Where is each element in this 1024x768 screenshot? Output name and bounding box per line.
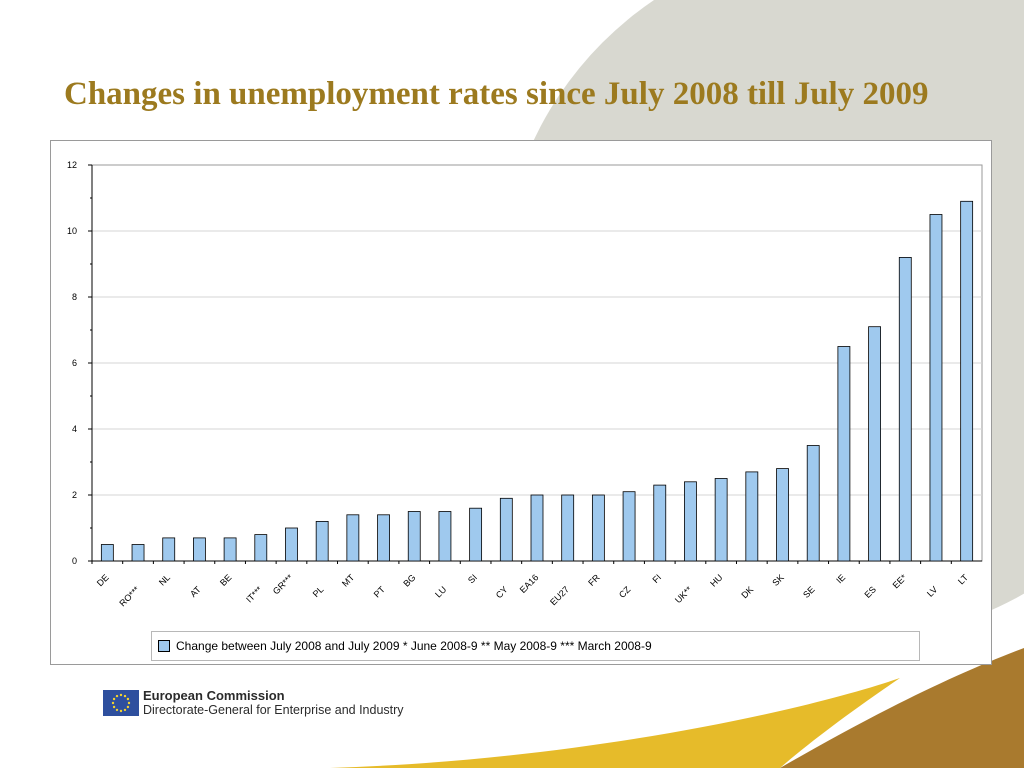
x-tick-label: DK <box>739 584 755 600</box>
y-tick-label: 0 <box>72 556 77 566</box>
bar <box>898 257 912 562</box>
y-tick-label: 12 <box>67 160 77 170</box>
x-tick-label: UK** <box>673 584 694 605</box>
bar <box>837 346 851 562</box>
x-tick-label: GR*** <box>271 572 295 596</box>
y-tick-label: 6 <box>72 358 77 368</box>
x-tick-label: SI <box>466 572 479 585</box>
legend-label: Change between July 2008 and July 2009 *… <box>176 639 652 653</box>
bar <box>960 200 974 562</box>
bar <box>653 484 667 562</box>
bar <box>806 445 820 562</box>
x-tick-label: BE <box>218 572 234 588</box>
x-tick-label: LV <box>925 584 939 598</box>
x-tick-label: SK <box>770 572 786 588</box>
background-brown-wave <box>780 648 1024 768</box>
x-tick-label: LU <box>433 584 448 599</box>
eu-star <box>119 693 123 697</box>
footer-department: Directorate-General for Enterprise and I… <box>143 703 404 717</box>
x-tick-label: AT <box>188 584 203 599</box>
x-tick-label: EA16 <box>518 572 541 595</box>
x-tick-label: EE* <box>891 572 909 590</box>
bar <box>407 511 421 562</box>
x-tick-label: MT <box>340 572 357 589</box>
bar-chart: 0 2 4 6 8 10 12 DE RO*** NL AT BE IT*** GR*** PL MT PT BG… <box>67 160 983 608</box>
x-tick-label: HU <box>708 572 724 588</box>
x-tick-label: IT*** <box>244 584 265 605</box>
x-tick-label: CY <box>494 584 510 600</box>
eu-star <box>112 705 116 709</box>
bar <box>530 494 544 562</box>
x-tick-label: ES <box>862 584 878 600</box>
x-tick-label: CZ <box>617 584 633 600</box>
bar <box>162 537 176 562</box>
y-tick-label: 4 <box>72 424 77 434</box>
x-tick-label: PL <box>311 584 326 599</box>
x-tick-label: SE <box>801 584 817 600</box>
x-tick-label: FI <box>650 572 663 585</box>
y-tick-label: 8 <box>72 292 77 302</box>
bar <box>684 481 697 562</box>
x-tick-label: BG <box>401 572 417 588</box>
eu-star <box>115 694 119 698</box>
bar <box>377 514 390 562</box>
y-tick-label: 2 <box>72 490 77 500</box>
eu-star <box>126 697 130 701</box>
bar <box>499 497 513 562</box>
x-tick-label: IE <box>834 572 847 585</box>
slide-title: Changes in unemployment rates since July… <box>64 76 929 112</box>
bar <box>714 478 728 562</box>
bar <box>561 494 575 562</box>
x-tick-label: EU27 <box>548 584 571 607</box>
x-tick-label: LT <box>956 572 970 586</box>
eu-flag-icon <box>103 690 139 716</box>
eu-star <box>126 705 130 709</box>
footer-organization: European Commission <box>143 688 285 703</box>
background-yellow-wave <box>330 678 900 768</box>
chart-legend: Change between July 2008 and July 2009 *… <box>151 631 920 661</box>
bar <box>745 471 759 562</box>
bar <box>315 520 329 562</box>
eu-star <box>115 708 119 712</box>
x-tick-label: RO*** <box>117 584 141 608</box>
footer-logo: European Commission Directorate-General … <box>103 688 404 718</box>
bar <box>438 511 452 562</box>
eu-star <box>123 708 127 712</box>
y-tick-label: 10 <box>67 226 77 236</box>
bar <box>193 537 206 562</box>
x-tick-label: FR <box>586 572 602 588</box>
bar <box>285 527 298 562</box>
bar <box>469 507 483 562</box>
bar <box>776 468 789 562</box>
x-tick-label: PT <box>372 584 388 600</box>
bar <box>929 214 943 562</box>
chart-area: 0 2 4 6 8 10 12 DE RO*** NL AT BE IT*** GR*** PL MT PT BG… <box>50 140 992 665</box>
eu-star <box>127 701 131 705</box>
bar <box>591 494 605 562</box>
bar <box>254 534 268 562</box>
x-tick-label: DE <box>95 572 111 588</box>
eu-star <box>123 694 127 698</box>
bar <box>868 326 881 562</box>
bar <box>622 491 636 562</box>
legend-swatch <box>158 640 170 652</box>
x-tick-label: NL <box>157 572 172 587</box>
bar <box>223 537 237 562</box>
eu-star <box>111 701 115 705</box>
eu-star <box>119 709 123 713</box>
bar <box>131 544 145 562</box>
bar <box>100 544 114 562</box>
bar <box>346 514 360 562</box>
eu-star <box>112 697 116 701</box>
